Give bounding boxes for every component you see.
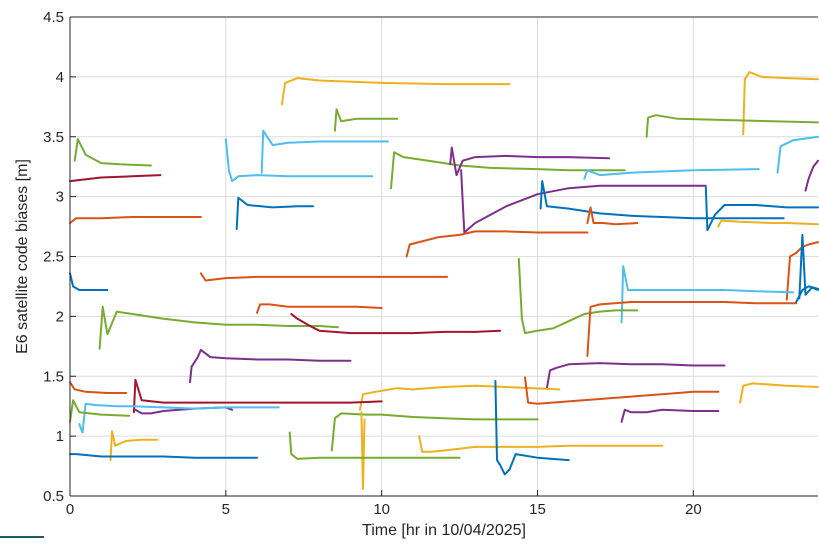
series-line-31: [290, 313, 502, 335]
axes: [69, 16, 818, 497]
series-line-28: [98, 305, 339, 350]
y-tick-label: 1.5: [43, 368, 64, 385]
series-line-14: [804, 159, 819, 192]
series-line-1: [280, 77, 511, 106]
series-line-5: [73, 138, 152, 167]
series-line-38: [132, 378, 383, 414]
y-tick-label: 4: [56, 69, 64, 86]
series-line-30: [586, 301, 798, 357]
series-line-4: [645, 114, 819, 138]
x-tick-label: 15: [529, 501, 546, 518]
series-line-29: [517, 257, 639, 335]
series-line-32: [189, 348, 352, 384]
series-line-6: [69, 174, 162, 183]
series-line-33: [545, 362, 726, 390]
series-line-41: [78, 402, 280, 434]
series-line-43: [330, 412, 539, 452]
corner-decoration: [0, 536, 44, 538]
series-line-42: [69, 399, 131, 423]
series-line-23: [199, 272, 449, 282]
series-line-17: [235, 196, 315, 230]
series-line-8: [260, 129, 389, 174]
y-tick-label: 2.5: [43, 249, 64, 266]
series-line-37: [524, 376, 720, 405]
series-line-35: [358, 384, 561, 411]
y-tick-label: 2: [56, 308, 64, 325]
grid-lines: [70, 17, 818, 496]
y-axis-label: E6 satellite code biases [m]: [14, 159, 31, 354]
series-line-22: [69, 272, 109, 291]
series-layer: [69, 71, 819, 490]
series-line-25: [785, 241, 819, 301]
series-line-7: [224, 138, 374, 183]
series-line-27: [620, 265, 795, 324]
series-line-16: [704, 186, 819, 232]
x-tick-label: 0: [66, 501, 74, 518]
x-tick-label: 5: [222, 501, 230, 518]
series-line-13: [460, 169, 707, 234]
series-line-19: [405, 230, 589, 258]
x-axis-label: Time [hr in 10/04/2025]: [362, 522, 526, 539]
y-tick-label: 4.5: [43, 9, 64, 26]
series-line-48: [69, 453, 258, 459]
series-line-9: [776, 135, 819, 174]
y-tick-label: 3.5: [43, 129, 64, 146]
series-line-3: [333, 108, 399, 132]
series-line-24: [256, 303, 383, 314]
series-line-47: [288, 431, 461, 460]
series-line-2: [742, 71, 819, 136]
series-line-18: [69, 216, 202, 224]
y-tick-label: 1: [56, 428, 64, 445]
y-tick-label: 0.5: [43, 488, 64, 505]
series-line-21: [717, 219, 819, 228]
series-line-45: [109, 430, 159, 462]
tick-labels: 0 5 10 15 20 0.5 1 1.5 2 2.5 3 3.5 4 4.5: [43, 9, 702, 518]
series-line-15: [539, 180, 785, 220]
series-line-12: [583, 168, 760, 180]
x-tick-label: 20: [685, 501, 702, 518]
series-line-50: [795, 285, 819, 303]
series-line-40: [620, 408, 720, 423]
x-tick-label: 10: [373, 501, 390, 518]
series-line-11: [449, 146, 611, 177]
y-tick-label: 3: [56, 189, 64, 206]
series-line-46: [418, 435, 664, 453]
series-line-44: [360, 411, 366, 490]
series-line-34: [69, 381, 128, 394]
series-line-36: [739, 382, 819, 404]
series-line-20: [586, 206, 639, 226]
series-line-49: [494, 380, 570, 476]
